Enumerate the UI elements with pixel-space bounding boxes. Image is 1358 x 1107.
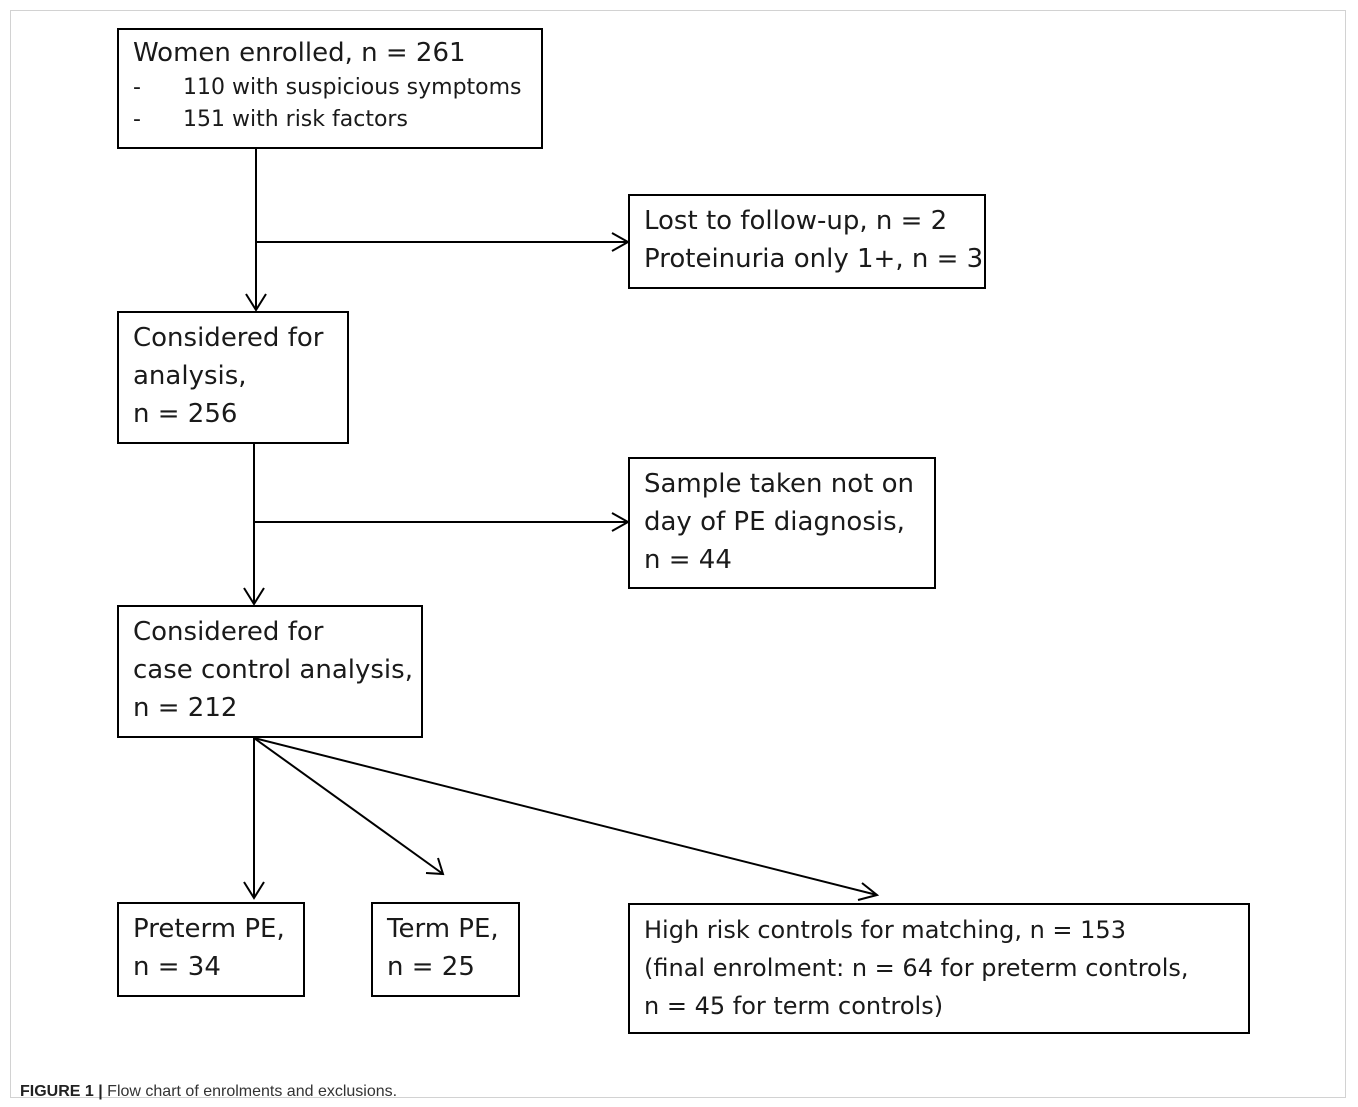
box-high-risk-controls: High risk controls for matching, n = 153… <box>628 903 1250 1034</box>
box-excluded-lost-proteinuria: Lost to follow-up, n = 2 Proteinuria onl… <box>628 194 986 289</box>
box-women-enrolled: Women enrolled, n = 261 -110 with suspic… <box>117 28 543 149</box>
analysis-line-1: Considered for <box>133 323 324 353</box>
term-line-2: n = 25 <box>387 952 475 982</box>
arrowhead-preterm <box>243 881 265 900</box>
box-term-pe: Term PE, n = 25 <box>371 902 520 997</box>
controls-line-2: (final enrolment: n = 64 for preterm con… <box>644 954 1189 982</box>
term-line-1: Term PE, <box>387 914 499 944</box>
preterm-line-2: n = 34 <box>133 952 221 982</box>
controls-line-1: High risk controls for matching, n = 153 <box>644 916 1126 944</box>
controls-line-3: n = 45 for term controls) <box>644 992 944 1020</box>
box-preterm-pe: Preterm PE, n = 34 <box>117 902 305 997</box>
connector-term <box>253 737 444 875</box>
enrolled-title: Women enrolled, n = 261 <box>133 38 466 68</box>
arrowhead-term <box>425 857 445 876</box>
case-control-line-1: Considered for <box>133 617 324 647</box>
connector-controls <box>253 737 878 896</box>
arrowhead-analysis <box>245 293 267 312</box>
excluded-1-line-2: Proteinuria only 1+, n = 3 <box>644 244 984 274</box>
box-case-control-analysis: Considered for case control analysis, n … <box>117 605 423 738</box>
excluded-2-line-2: day of PE diagnosis, <box>644 507 905 537</box>
caption-label: FIGURE 1 | <box>20 1083 103 1100</box>
figure-caption: FIGURE 1 | Flow chart of enrolments and … <box>20 1083 397 1101</box>
excluded-2-line-1: Sample taken not on <box>644 469 914 499</box>
enrolled-bullet-2: -151 with risk factors <box>133 107 408 132</box>
enrolled-bullet-1: -110 with suspicious symptoms <box>133 75 522 100</box>
arrowhead-controls <box>857 882 880 901</box>
caption-text: Flow chart of enrolments and exclusions. <box>107 1083 398 1100</box>
box-considered-for-analysis: Considered for analysis, n = 256 <box>117 311 349 444</box>
figure-frame <box>10 10 1346 1098</box>
box-excluded-sample-timing: Sample taken not on day of PE diagnosis,… <box>628 457 936 589</box>
excluded-2-line-3: n = 44 <box>644 545 732 575</box>
analysis-line-3: n = 256 <box>133 399 238 429</box>
case-control-line-3: n = 212 <box>133 693 238 723</box>
case-control-line-2: case control analysis, <box>133 655 413 685</box>
arrowhead-casecontrol <box>243 587 265 606</box>
preterm-line-1: Preterm PE, <box>133 914 285 944</box>
analysis-line-2: analysis, <box>133 361 247 391</box>
excluded-1-line-1: Lost to follow-up, n = 2 <box>644 206 948 236</box>
